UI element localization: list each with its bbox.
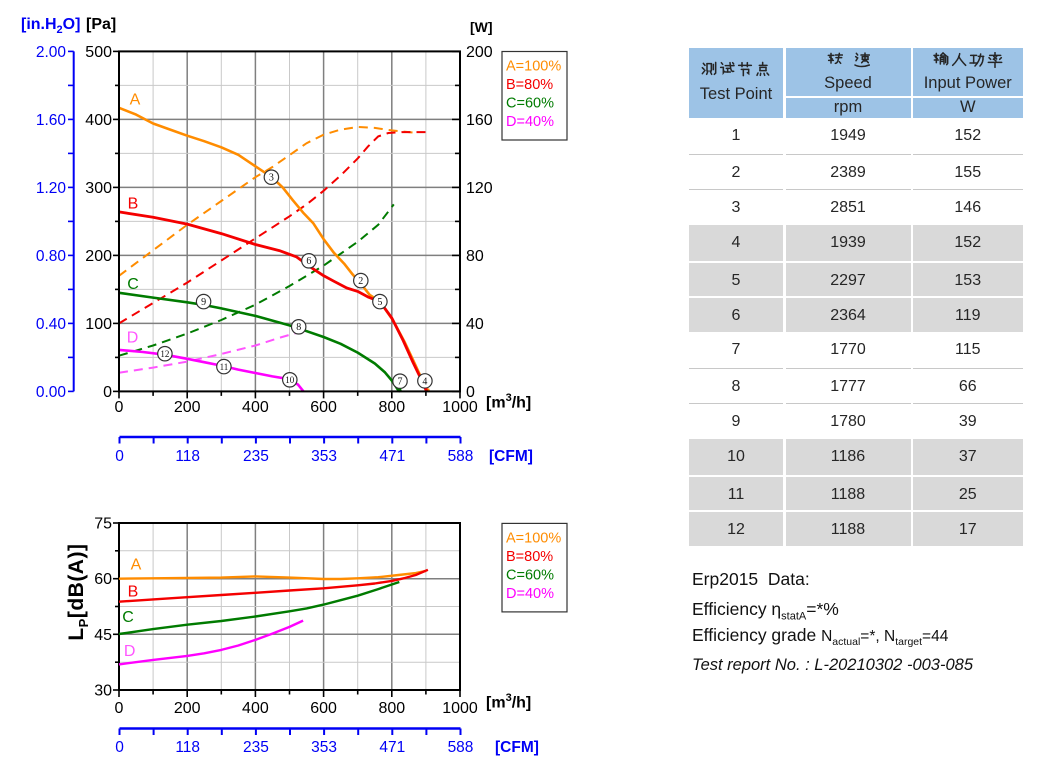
svg-text:588: 588 xyxy=(448,739,474,756)
svg-text:471: 471 xyxy=(379,739,405,756)
svg-text:B=80%: B=80% xyxy=(506,77,553,93)
svg-text:45: 45 xyxy=(94,627,112,644)
svg-text:D=40%: D=40% xyxy=(506,586,554,602)
svg-text:118: 118 xyxy=(175,448,200,465)
svg-text:11: 11 xyxy=(220,362,229,372)
svg-text:12: 12 xyxy=(160,349,169,359)
svg-text:C: C xyxy=(122,609,134,626)
svg-text:0.40: 0.40 xyxy=(36,316,67,333)
svg-text:A: A xyxy=(131,557,142,574)
svg-text:400: 400 xyxy=(242,399,269,416)
svg-text:471: 471 xyxy=(379,448,405,465)
svg-text:75: 75 xyxy=(94,516,112,533)
svg-text:0: 0 xyxy=(103,384,112,401)
svg-text:600: 600 xyxy=(310,700,337,717)
svg-text:60: 60 xyxy=(94,571,112,588)
svg-text:1.60: 1.60 xyxy=(36,112,67,129)
svg-text:0: 0 xyxy=(115,739,124,756)
svg-text:200: 200 xyxy=(174,700,201,717)
svg-text:400: 400 xyxy=(85,112,112,129)
svg-text:200: 200 xyxy=(466,44,493,61)
svg-text:235: 235 xyxy=(243,739,269,756)
svg-text:80: 80 xyxy=(466,248,484,265)
svg-text:120: 120 xyxy=(466,180,493,197)
svg-text:C=60%: C=60% xyxy=(506,567,554,583)
svg-text:A=100%: A=100% xyxy=(506,530,561,546)
svg-text:8: 8 xyxy=(296,322,301,333)
svg-text:7: 7 xyxy=(398,377,403,388)
svg-text:400: 400 xyxy=(242,700,269,717)
svg-text:2: 2 xyxy=(358,276,363,287)
svg-text:1000: 1000 xyxy=(442,700,478,717)
svg-text:A=100%: A=100% xyxy=(506,59,561,75)
svg-text:300: 300 xyxy=(85,180,112,197)
svg-text:0: 0 xyxy=(466,384,475,401)
svg-text:235: 235 xyxy=(243,448,269,465)
svg-text:353: 353 xyxy=(311,739,337,756)
svg-text:C=60%: C=60% xyxy=(506,96,554,112)
svg-text:0: 0 xyxy=(115,399,124,416)
svg-text:6: 6 xyxy=(306,256,311,267)
svg-text:0: 0 xyxy=(115,700,124,717)
svg-text:3: 3 xyxy=(269,173,274,184)
svg-text:D: D xyxy=(124,643,136,660)
svg-text:B: B xyxy=(128,196,139,213)
svg-text:D: D xyxy=(127,330,139,347)
svg-text:D=40%: D=40% xyxy=(506,114,554,130)
svg-text:40: 40 xyxy=(466,316,484,333)
svg-text:1000: 1000 xyxy=(442,399,478,416)
svg-text:353: 353 xyxy=(311,448,337,465)
svg-text:600: 600 xyxy=(310,399,337,416)
svg-text:B: B xyxy=(128,584,139,601)
svg-text:100: 100 xyxy=(85,316,112,333)
svg-text:B=80%: B=80% xyxy=(506,549,553,565)
svg-text:1.20: 1.20 xyxy=(36,180,67,197)
svg-text:30: 30 xyxy=(94,683,112,700)
svg-text:0.00: 0.00 xyxy=(36,384,67,401)
svg-text:500: 500 xyxy=(85,44,112,61)
svg-text:C: C xyxy=(127,276,139,293)
svg-text:0: 0 xyxy=(115,448,124,465)
svg-text:5: 5 xyxy=(377,297,382,308)
svg-text:9: 9 xyxy=(201,297,206,308)
svg-text:10: 10 xyxy=(285,375,295,385)
svg-text:A: A xyxy=(130,92,141,109)
svg-text:118: 118 xyxy=(175,739,200,756)
svg-text:160: 160 xyxy=(466,112,493,129)
svg-text:200: 200 xyxy=(85,248,112,265)
svg-text:2.00: 2.00 xyxy=(36,44,67,61)
svg-text:800: 800 xyxy=(378,700,405,717)
svg-text:0.80: 0.80 xyxy=(36,248,67,265)
svg-text:800: 800 xyxy=(378,399,405,416)
svg-text:4: 4 xyxy=(422,376,427,387)
svg-text:588: 588 xyxy=(448,448,474,465)
svg-text:200: 200 xyxy=(174,399,201,416)
